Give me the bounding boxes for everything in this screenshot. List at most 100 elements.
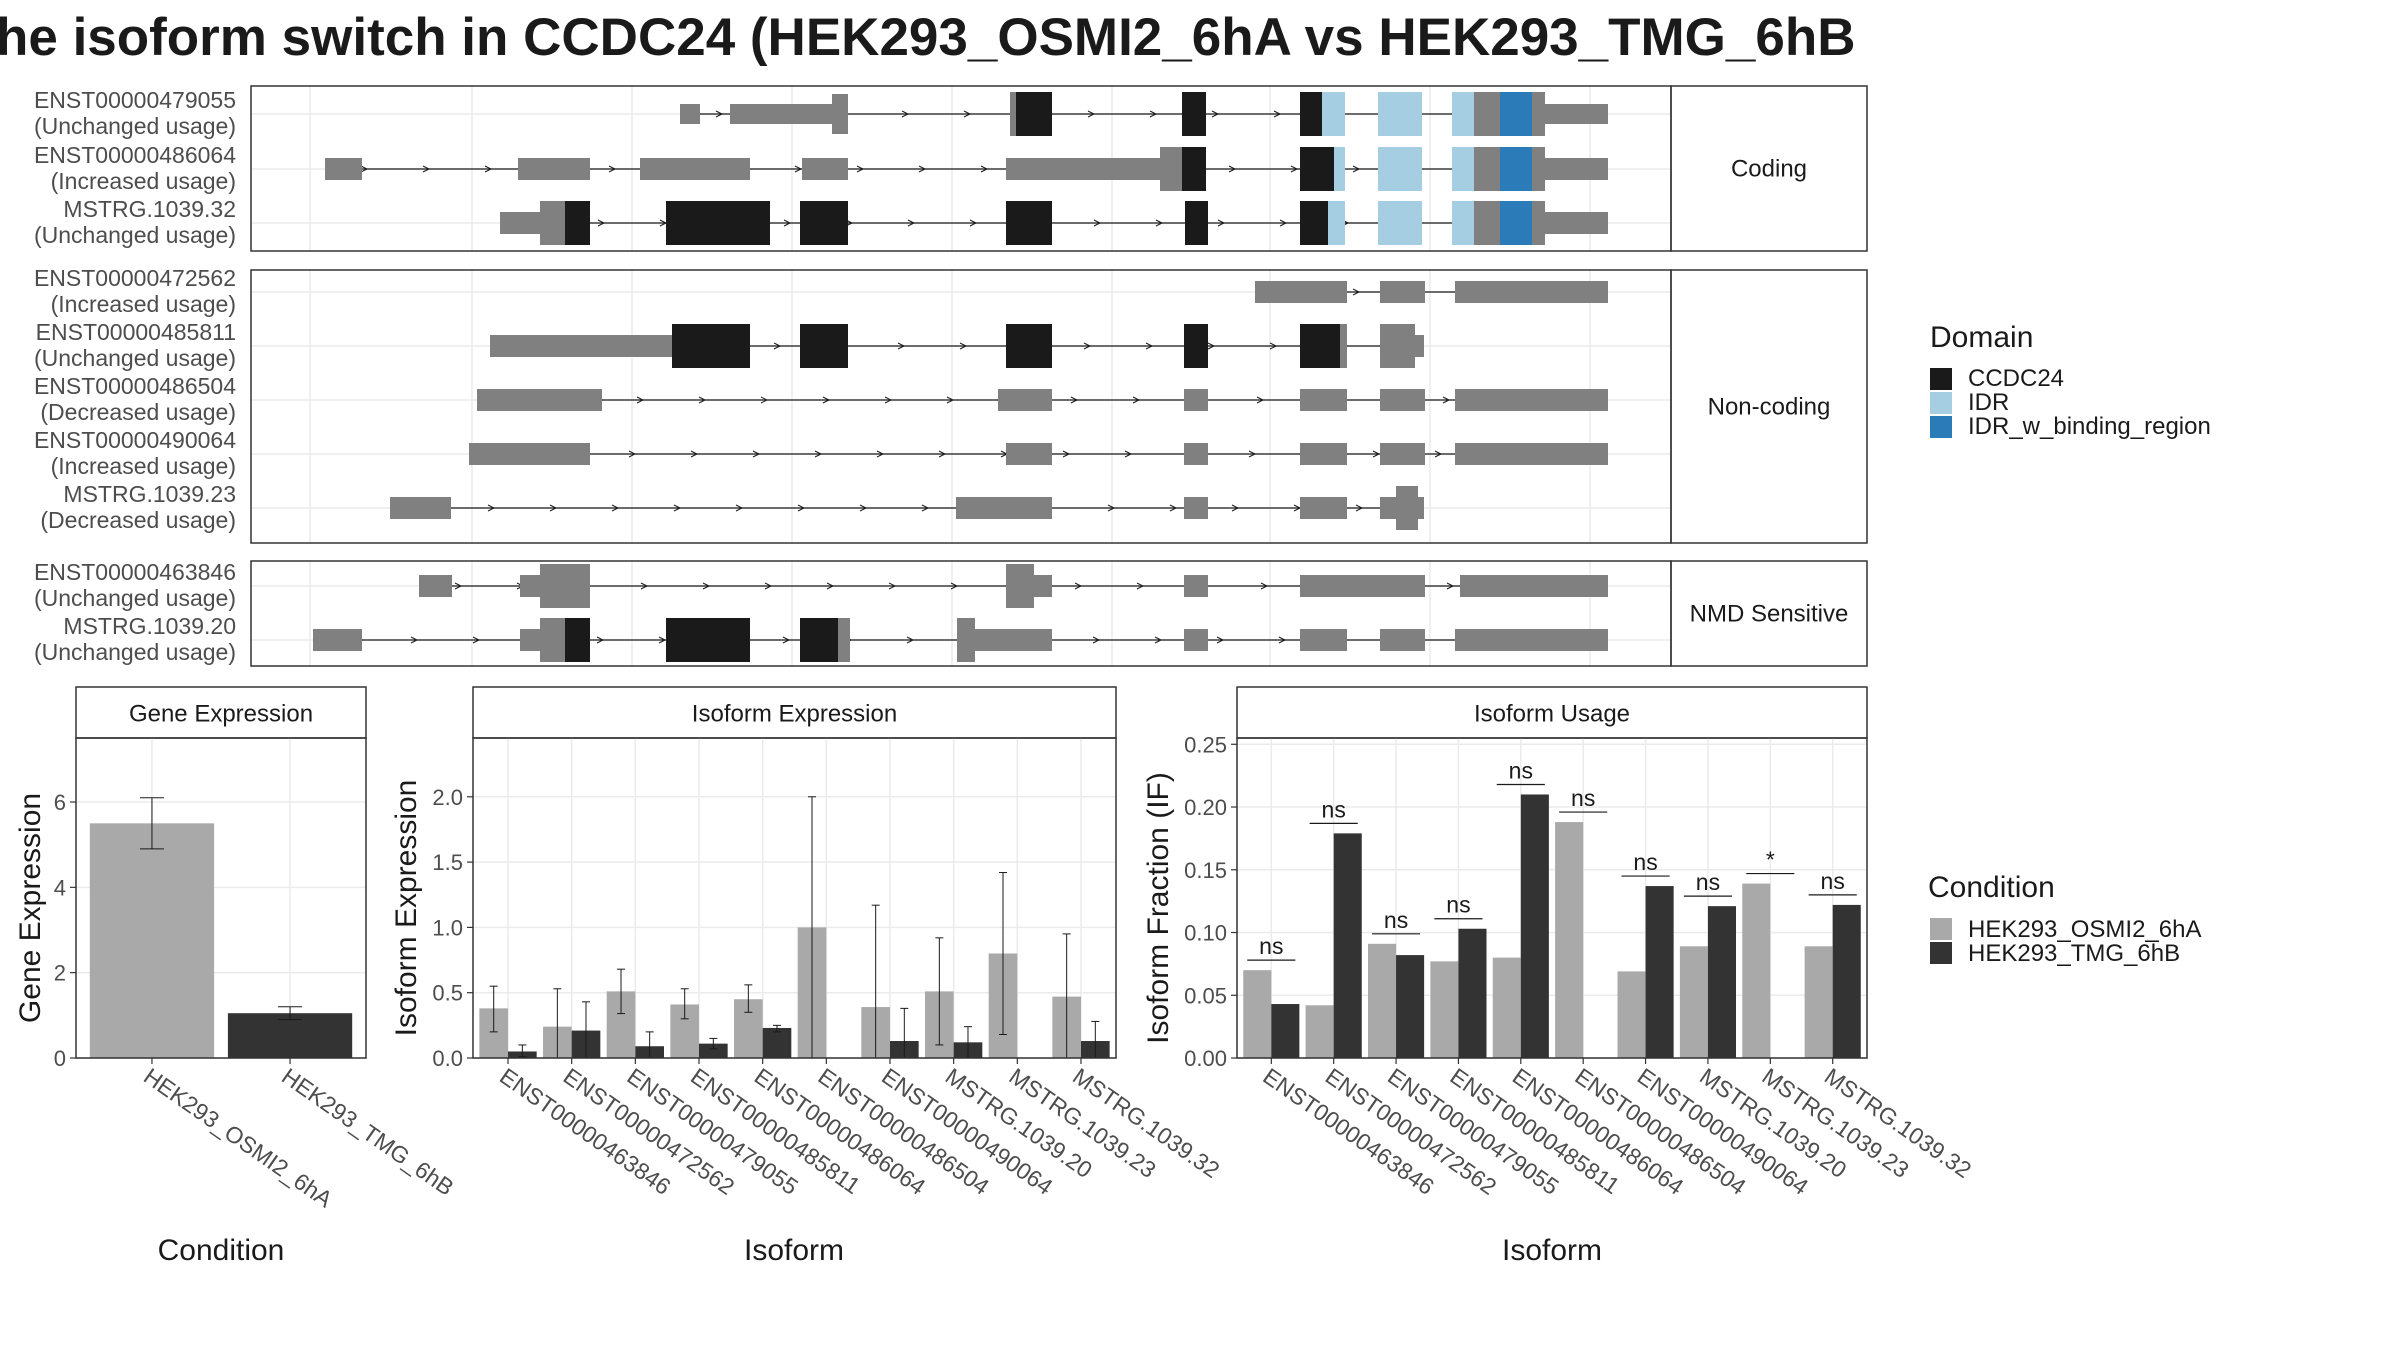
- exon-block: [666, 618, 750, 662]
- y-axis-title: Isoform Expression: [390, 780, 423, 1037]
- exon-block: [1184, 389, 1208, 411]
- intron-arrow: [856, 165, 865, 173]
- bar: [1367, 943, 1397, 1058]
- intron-arrow: [822, 396, 831, 404]
- intron-arrow: [422, 165, 431, 173]
- intron-arrow: [980, 165, 989, 173]
- intron-arrow: [969, 219, 978, 227]
- intron-arrow: [549, 504, 558, 512]
- intron-arrow: [1087, 110, 1096, 118]
- structure-panel-border: [250, 560, 1672, 667]
- intron-arrow: [640, 582, 649, 590]
- y-tick-label: 0.05: [1184, 983, 1227, 1008]
- transcript-usage: (Unchanged usage): [34, 639, 236, 665]
- exon-block: [325, 158, 362, 180]
- transcript-id: ENST00000472562: [34, 265, 236, 291]
- y-tick-label: 0.10: [1184, 921, 1227, 946]
- significance-label: ns: [1633, 849, 1657, 875]
- transcript-id: MSTRG.1039.20: [63, 613, 236, 639]
- exon-block: [1532, 147, 1545, 191]
- exon-block: [1300, 92, 1322, 136]
- exon-block: [1474, 147, 1500, 191]
- bar: [1742, 883, 1771, 1058]
- intron-arrow: [1260, 582, 1269, 590]
- intron-arrow: [1446, 582, 1455, 590]
- intron-arrow: [1279, 219, 1288, 227]
- intron-arrow: [1149, 110, 1158, 118]
- transcript-id: ENST00000486504: [34, 373, 236, 399]
- bar: [1396, 955, 1425, 1058]
- x-axis-title: Isoform: [1502, 1234, 1602, 1267]
- condition-legend-label: HEK293_OSMI2_6hA: [1968, 916, 2201, 943]
- intron-arrow: [608, 165, 617, 173]
- exon-block: [998, 389, 1052, 411]
- exon-block: [802, 158, 848, 180]
- exon-block: [1160, 147, 1182, 191]
- exon-block: [1300, 575, 1425, 597]
- exon-block: [1452, 92, 1474, 136]
- intron-arrow: [1155, 219, 1164, 227]
- intron-arrow: [884, 396, 893, 404]
- chart-panel-2: Isoform Expression0.00.51.01.52.0ENST000…: [390, 686, 1224, 1267]
- bar: [1707, 906, 1737, 1058]
- intron-arrow: [673, 504, 682, 512]
- intron-arrow: [1132, 396, 1141, 404]
- intron-arrow: [1248, 450, 1257, 458]
- intron-arrow: [454, 582, 463, 590]
- exon-block: [565, 201, 590, 245]
- exon-block: [832, 94, 848, 134]
- exon-block: [477, 389, 602, 411]
- intron-arrow: [1154, 636, 1163, 644]
- y-axis-title: Gene Expression: [14, 793, 47, 1023]
- intron-arrow: [814, 450, 823, 458]
- x-axis-title: Condition: [158, 1234, 285, 1267]
- intron-arrow: [876, 450, 885, 458]
- exon-block: [1006, 158, 1160, 180]
- bar: [1617, 971, 1646, 1058]
- intron-arrow: [484, 165, 493, 173]
- bar: [1271, 1004, 1300, 1058]
- condition-legend-label: HEK293_TMG_6hB: [1968, 940, 2180, 967]
- intron-arrow: [690, 450, 699, 458]
- intron-arrow: [963, 110, 972, 118]
- intron-arrow: [1228, 165, 1237, 173]
- domain-legend-swatch: [1930, 368, 1952, 390]
- exon-block: [1532, 201, 1545, 245]
- exon-block: [490, 335, 672, 357]
- intron-arrow: [1273, 110, 1282, 118]
- bar: [1555, 822, 1584, 1058]
- chart-frame: [75, 737, 367, 1059]
- exon-block: [540, 201, 565, 245]
- exon-block: [800, 324, 848, 368]
- exon-block: [520, 629, 540, 651]
- bar: [1520, 794, 1549, 1058]
- y-tick-label: 1.5: [432, 850, 463, 875]
- intron-arrow: [472, 636, 481, 644]
- intron-arrow: [918, 165, 927, 173]
- exon-block: [1184, 575, 1208, 597]
- intron-arrow: [1145, 342, 1154, 350]
- structure-panel-border: [250, 269, 1672, 544]
- significance-label: ns: [1446, 892, 1470, 918]
- exon-block: [1452, 147, 1474, 191]
- intron-arrow: [1256, 396, 1265, 404]
- bar: [227, 1013, 353, 1058]
- significance-label: *: [1766, 847, 1775, 873]
- intron-arrow: [782, 636, 791, 644]
- exon-block: [1455, 629, 1608, 651]
- exon-block: [1300, 201, 1328, 245]
- intron-arrow: [1269, 342, 1278, 350]
- y-tick-label: 0.0: [432, 1046, 463, 1071]
- transcript-usage: (Unchanged usage): [34, 585, 236, 611]
- transcript-usage: (Increased usage): [51, 453, 236, 479]
- bar: [1333, 833, 1362, 1058]
- transcript-usage: (Unchanged usage): [34, 113, 236, 139]
- exon-block: [956, 497, 1052, 519]
- intron-arrow: [773, 342, 782, 350]
- significance-label: ns: [1322, 796, 1346, 822]
- exon-block: [1455, 281, 1608, 303]
- intron-arrow: [702, 582, 711, 590]
- exon-block: [313, 629, 362, 651]
- intron-arrow: [596, 636, 605, 644]
